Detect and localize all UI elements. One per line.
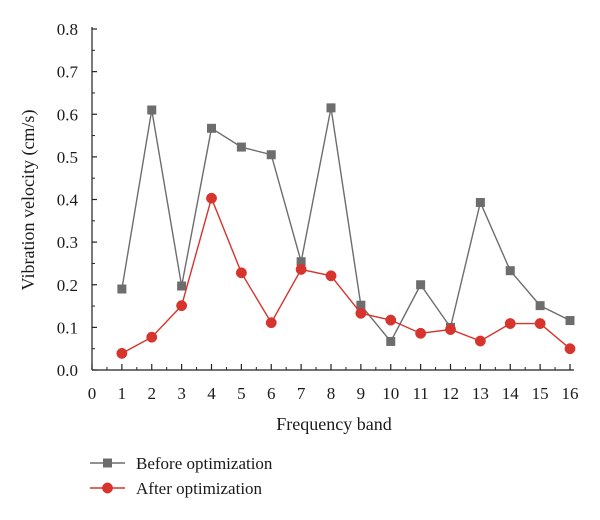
y-tick-label: 0.4 [57,191,79,210]
x-tick-label: 2 [148,384,157,403]
x-tick-label: 12 [442,384,459,403]
data-point-before [565,316,575,326]
data-point-after [355,307,367,319]
x-tick-label: 16 [562,384,579,403]
data-point-after [415,327,427,339]
y-tick-label: 0.5 [57,148,78,167]
data-point-before [475,197,485,207]
data-point-after [235,267,247,279]
x-tick-label: 6 [267,384,276,403]
x-tick-label: 4 [207,384,216,403]
legend-item-before: Before optimization [90,454,273,473]
data-point-after [504,318,516,329]
y-tick-label: 0.2 [57,276,78,295]
x-tick-label: 11 [412,384,428,403]
y-tick-label: 0.7 [57,63,79,82]
y-tick-label: 0.3 [57,233,78,252]
data-point-before [147,105,157,115]
data-point-after [116,347,128,359]
x-tick-label: 13 [472,384,489,403]
data-point-after [534,318,546,329]
x-tick-label: 15 [532,384,549,403]
data-point-before [177,281,187,291]
legend-label-before: Before optimization [136,454,273,473]
series-before [117,103,575,346]
x-tick-label: 5 [237,384,246,403]
x-tick-label: 10 [382,384,399,403]
data-point-after [265,317,277,329]
x-tick-label: 8 [327,384,336,403]
data-point-before [416,280,426,290]
data-point-after [385,314,397,326]
legend-marker-after [102,482,113,494]
data-point-before [266,150,276,160]
series-line-before [121,107,571,343]
data-point-after [474,335,486,347]
data-point-before [386,336,396,346]
data-point-after [146,331,158,343]
data-point-before [236,142,246,152]
x-ticks: 0 1 2 3 4 5 6 7 8 9 10 11 12 13 14 15 16 [88,364,579,403]
series-line-after [121,196,571,354]
series-layer [116,103,576,359]
data-point-before [117,284,127,294]
y-tick-label: 0.1 [57,318,78,337]
x-tick-label: 9 [357,384,366,403]
x-tick-label: 3 [177,384,186,403]
axes [91,27,574,371]
legend-label-after: After optimization [136,479,263,498]
y-tick-label: 0.0 [57,361,78,380]
data-point-before [535,301,545,311]
x-tick-label: 14 [502,384,520,403]
legend-item-after: After optimization [90,479,263,498]
series-after [116,192,576,359]
data-point-before [296,257,306,267]
x-tick-label: 0 [88,384,97,403]
data-point-after [325,270,337,282]
data-point-before [505,266,515,276]
data-point-after [295,263,307,275]
legend: Before optimization After optimization [90,454,273,498]
data-point-before [356,300,366,310]
x-tick-label: 1 [118,384,127,403]
x-axis-title: Frequency band [276,414,391,434]
data-point-after [176,300,188,312]
data-point-after [564,343,576,355]
y-tick-label: 0.6 [57,105,78,124]
y-axis-title: Vibration velocity (cm/s) [18,110,39,291]
data-point-after [206,192,217,204]
y-tick-label: 0.8 [57,20,78,39]
legend-marker-before [103,458,112,468]
x-tick-label: 7 [297,384,306,403]
data-point-before [207,123,216,133]
data-point-before [326,103,336,113]
y-ticks: 0.0 0.1 0.2 0.3 0.4 0.5 0.6 0.7 0.8 [57,20,97,380]
data-point-after [445,324,456,335]
